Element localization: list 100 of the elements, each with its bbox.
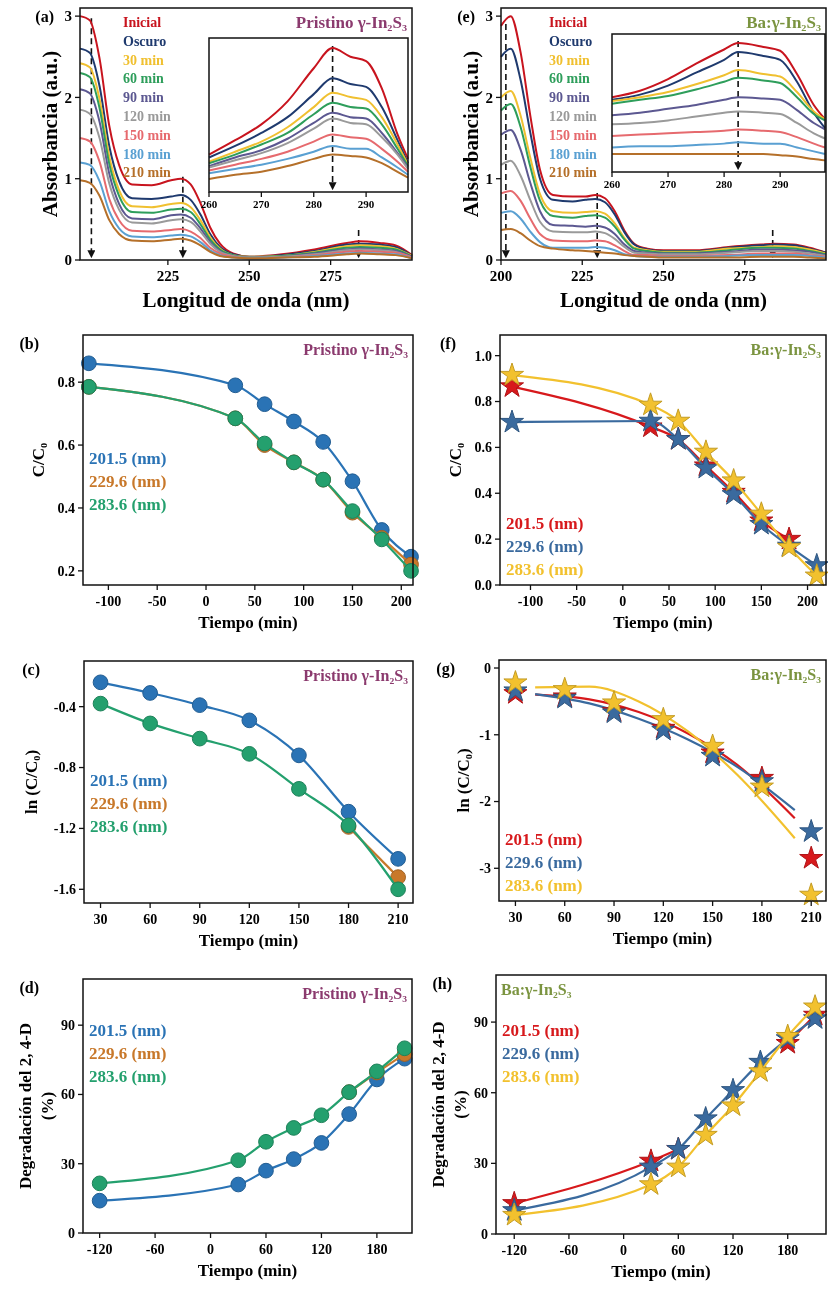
text: Inicial xyxy=(123,15,162,30)
text: (c) xyxy=(22,661,40,679)
y-axis-title: ln (C/C₀) xyxy=(22,749,42,815)
text: 201.5 (nm) xyxy=(505,830,583,849)
text: (e) xyxy=(457,8,475,26)
x-tick-label: 100 xyxy=(704,594,726,609)
text: 201.5 (nm) xyxy=(502,1021,580,1040)
x-tick-label: 150 xyxy=(341,594,363,609)
y-tick-label: -1 xyxy=(479,727,491,743)
text: 90 min xyxy=(549,90,591,106)
text: 283.6 (nm) xyxy=(89,495,167,514)
text: Oscuro xyxy=(549,33,593,49)
y-tick-label: 3 xyxy=(64,8,72,25)
text: 283.6 (nm) xyxy=(506,560,584,579)
x-axis-title: Longitud de onda (nm) xyxy=(142,288,350,312)
y-tick-label: 2 xyxy=(485,89,493,106)
y-tick-label: 0.2 xyxy=(57,563,75,579)
x-tick-label: 150 xyxy=(750,594,772,609)
x-tick-label: -50 xyxy=(567,594,586,609)
text: 283.6 (nm) xyxy=(505,876,583,895)
y-tick-label: 0.2 xyxy=(474,532,492,548)
text: 120 min xyxy=(549,109,598,124)
x-tick-label: 100 xyxy=(293,594,315,609)
text: 201.5 (nm) xyxy=(506,514,584,533)
x-tick-label: 0 xyxy=(207,1242,215,1257)
text: (h) xyxy=(432,975,452,993)
x-tick-label: 150 xyxy=(288,912,310,927)
y-tick-label: 0.6 xyxy=(57,437,75,453)
y-tick-label: -2 xyxy=(479,794,491,810)
y-axis-title: C/C₀ xyxy=(446,442,466,478)
y-tick-label: 0.4 xyxy=(57,500,75,516)
x-tick-label: 260 xyxy=(603,178,621,190)
x-tick-label: -50 xyxy=(147,594,167,609)
x-tick-label: 200 xyxy=(797,594,819,609)
series-label: 120 min xyxy=(123,109,172,124)
text: 229.6 (nm) xyxy=(506,537,584,556)
x-axis-title: Longitud de onda (nm) xyxy=(559,288,768,312)
x-tick-label: 280 xyxy=(305,198,323,210)
x-tick-label: -100 xyxy=(95,594,122,609)
text: 229.6 (nm) xyxy=(505,853,583,872)
x-tick-label: 60 xyxy=(143,912,158,927)
y-tick-label: 1.0 xyxy=(474,348,492,364)
x-tick-label: 180 xyxy=(777,1243,799,1258)
chart-title: Ba:γ-In₂S₃ xyxy=(750,341,822,359)
text: 283.6 (nm) xyxy=(89,1067,167,1086)
x-axis-title: Tiempo (min) xyxy=(613,613,713,632)
x-tick-label: 0 xyxy=(619,594,627,609)
x-tick-label: -120 xyxy=(501,1243,528,1258)
x-tick-label: 225 xyxy=(571,268,594,284)
text: (g) xyxy=(436,660,455,678)
x-tick-label: 290 xyxy=(771,178,789,190)
y-tick-label: -1.2 xyxy=(53,821,76,837)
x-tick-label: 90 xyxy=(192,912,207,927)
text: 229.6 (nm) xyxy=(502,1044,580,1063)
y-axis-title: ln (C/C₀) xyxy=(453,748,473,813)
x-tick-label: 250 xyxy=(238,268,261,284)
y-tick-label: 30 xyxy=(61,1156,75,1172)
x-tick-label: 275 xyxy=(733,268,756,284)
y-tick-label: 0.8 xyxy=(57,375,75,391)
x-axis-title: Tiempo (min) xyxy=(198,931,299,950)
text: 30 min xyxy=(123,52,165,68)
y-axis-title: Degradación del 2, 4-D (%) xyxy=(428,1021,470,1188)
x-tick-label: 180 xyxy=(338,912,360,927)
x-tick-label: 90 xyxy=(607,910,622,925)
x-tick-label: 270 xyxy=(253,198,271,210)
text: 180 min xyxy=(549,146,598,162)
text: (a) xyxy=(35,8,54,26)
x-tick-label: 210 xyxy=(387,912,409,927)
y-tick-label: 0 xyxy=(484,660,491,676)
x-tick-label: 120 xyxy=(238,912,260,927)
text: 150 min xyxy=(549,127,598,143)
x-tick-label: 210 xyxy=(800,910,822,925)
x-tick-label: -100 xyxy=(517,594,544,609)
text: 210 min xyxy=(549,165,598,181)
y-axis-title: Degradación del 2, 4-D (%) xyxy=(15,1022,57,1190)
y-tick-label: -3 xyxy=(479,861,491,877)
y-tick-label: 0.6 xyxy=(474,440,492,456)
x-tick-label: -60 xyxy=(145,1242,165,1257)
text: (b) xyxy=(19,335,39,353)
y-tick-label: 60 xyxy=(61,1087,75,1103)
text: 201.5 (nm) xyxy=(89,1021,167,1040)
x-tick-label: 180 xyxy=(366,1242,388,1257)
x-tick-label: 275 xyxy=(319,268,342,284)
x-tick-label: 200 xyxy=(390,594,412,609)
y-tick-label: 1 xyxy=(64,170,72,187)
y-tick-label: 90 xyxy=(474,1014,488,1030)
y-tick-label: 60 xyxy=(474,1085,488,1101)
text: 201.5 (nm) xyxy=(89,449,167,468)
x-tick-label: 30 xyxy=(93,912,108,927)
x-tick-label: 150 xyxy=(702,910,724,925)
y-tick-label: 0 xyxy=(64,252,72,269)
y-tick-label: 0 xyxy=(485,252,493,269)
y-tick-label: 1 xyxy=(485,170,493,187)
y-axis-title: C/C₀ xyxy=(29,442,49,478)
text: 229.6 (nm) xyxy=(90,794,168,813)
x-tick-label: 50 xyxy=(662,594,676,609)
x-tick-label: 30 xyxy=(508,910,523,925)
x-tick-label: 0 xyxy=(202,594,210,609)
text: (f) xyxy=(440,335,456,353)
y-tick-label: 0 xyxy=(481,1226,488,1242)
